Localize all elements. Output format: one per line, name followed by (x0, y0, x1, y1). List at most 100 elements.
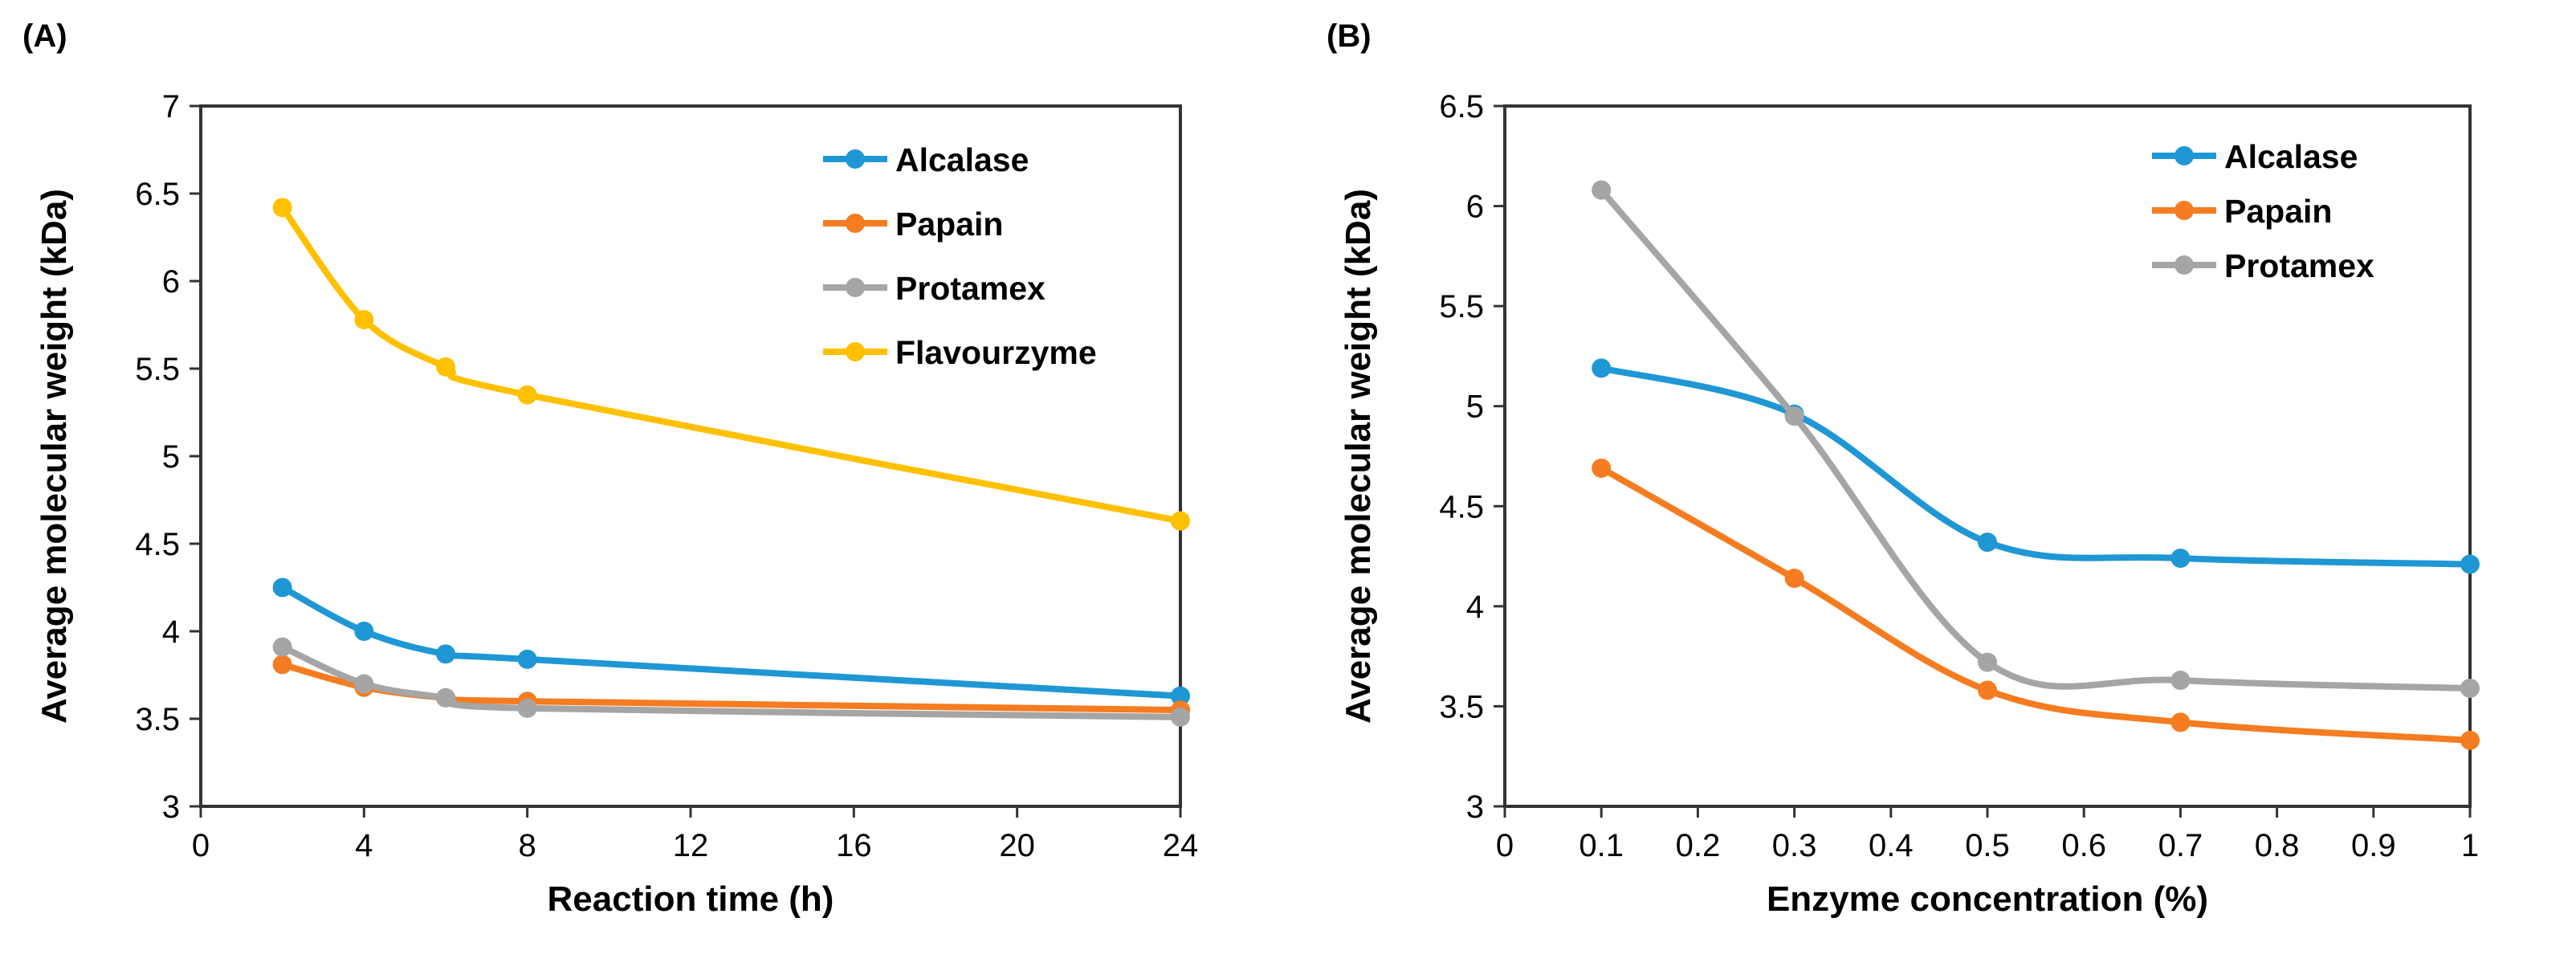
panel-label: (B) (1327, 18, 1372, 54)
legend-swatch-marker (846, 278, 865, 297)
y-tick-label: 3.5 (1439, 689, 1484, 724)
data-point (1171, 511, 1190, 531)
y-tick-label: 6 (162, 264, 180, 300)
data-point (2170, 712, 2191, 732)
legend-label: Papain (2224, 193, 2332, 230)
data-point (1171, 686, 1190, 706)
legend-swatch-marker (846, 149, 865, 169)
series-line (1598, 365, 2473, 568)
chart-b: (B) 3 3.5 4 4.5 5 5.5 6 6.5 0 0.1 0.2 0.3 0.4 0.5 0.6 0.… (1327, 18, 2480, 919)
legend-label: Protamex (895, 270, 1045, 307)
y-tick-label: 5.5 (135, 352, 180, 387)
x-tick-label: 0.9 (2351, 828, 2396, 863)
y-tick-label: 3.5 (135, 702, 180, 737)
x-tick-label: 8 (519, 828, 536, 863)
x-tick-label: 0 (192, 828, 210, 863)
y-tick-label: 6.5 (1439, 89, 1484, 124)
data-point (354, 622, 374, 641)
series-line (279, 584, 1184, 700)
x-tick-label: 0.5 (1965, 828, 2010, 863)
data-point (517, 698, 537, 718)
data-point (1978, 652, 1997, 672)
y-tick-label: 5.5 (1439, 289, 1484, 324)
legend-label: Alcalase (895, 141, 1029, 178)
data-point (2170, 671, 2191, 691)
y-tick-label: 5 (162, 439, 180, 475)
data-point (272, 637, 292, 657)
series-protamex (1592, 180, 2480, 699)
data-point (436, 644, 455, 664)
data-point (517, 385, 537, 405)
data-point (2170, 549, 2191, 569)
series-flavourzyme (272, 198, 1190, 531)
data-point (1784, 406, 1804, 426)
x-axis-title: Enzyme concentration (%) (1767, 879, 2208, 919)
data-point (2460, 554, 2480, 574)
data-point (272, 198, 292, 218)
panel-label: (A) (22, 18, 67, 54)
data-point (354, 674, 374, 694)
y-tick-label: 4.5 (1439, 489, 1484, 524)
legend-item: Alcalase (823, 141, 1029, 178)
y-tick-label: 6.5 (135, 177, 180, 212)
data-point (354, 309, 374, 329)
y-tick-label: 4 (1466, 589, 1484, 625)
series-line (279, 204, 1184, 524)
legend-label: Papain (895, 206, 1003, 243)
legend-item: Alcalase (2152, 138, 2358, 175)
legend-swatch-marker (2175, 201, 2194, 220)
y-tick-label: 6 (1466, 190, 1484, 225)
legend-item: Papain (823, 206, 1003, 243)
y-axis-title: Average molecular weight (kDa) (1339, 189, 1378, 724)
x-tick-label: 16 (836, 828, 872, 863)
chart-a: (A) 3 3.5 4 4.5 5 5.5 6 6.5 7 0 4 8 12 16 20 24 Reaction … (22, 18, 1198, 919)
data-point (517, 649, 537, 669)
data-point (272, 577, 292, 598)
x-tick-label: 0.8 (2255, 828, 2300, 863)
legend-swatch-marker (2175, 255, 2194, 275)
legend-item: Protamex (823, 270, 1045, 307)
data-point (2460, 730, 2480, 750)
legend-item: Flavourzyme (823, 334, 1097, 371)
legend-swatch-marker (2175, 146, 2194, 165)
x-tick-label: 24 (1163, 828, 1199, 863)
legend-label: Flavourzyme (895, 334, 1097, 371)
data-point (1978, 680, 1997, 700)
data-point (436, 357, 455, 377)
series-line (1598, 186, 2473, 692)
x-tick-label: 0.2 (1676, 828, 1721, 863)
y-axis-title: Average molecular weight (kDa) (35, 189, 74, 724)
x-tick-label: 20 (999, 828, 1035, 863)
x-tick-label: 0.7 (2158, 828, 2203, 863)
x-tick-label: 4 (355, 828, 373, 863)
data-point (1592, 358, 1612, 378)
legend-item: Protamex (2152, 247, 2374, 284)
x-axis-title: Reaction time (h) (548, 879, 834, 919)
x-tick-label: 0 (1496, 828, 1514, 863)
y-tick-label: 5 (1466, 390, 1484, 425)
legend-item: Papain (2152, 193, 2332, 230)
legend-label: Alcalase (2224, 138, 2358, 175)
series-alcalase (1592, 358, 2480, 574)
x-tick-label: 1 (2461, 828, 2479, 863)
x-tick-label: 12 (673, 828, 709, 863)
x-tick-label: 0.4 (1869, 828, 1914, 863)
y-tick-label: 7 (162, 89, 180, 124)
data-point (1592, 180, 1612, 200)
data-point (1978, 532, 1997, 553)
data-point (2460, 679, 2480, 699)
y-tick-label: 3 (162, 789, 180, 825)
x-tick-label: 0.3 (1772, 828, 1817, 863)
y-tick-label: 3 (1466, 789, 1484, 825)
y-tick-label: 4 (162, 614, 180, 650)
y-tick-label: 4.5 (135, 527, 180, 562)
data-point (1784, 568, 1804, 588)
data-point (1592, 458, 1612, 478)
x-tick-label: 0.6 (2061, 828, 2106, 863)
x-tick-label: 0.1 (1579, 828, 1624, 863)
series-papain (1592, 458, 2480, 750)
data-point (436, 687, 455, 708)
series-protamex (272, 637, 1190, 727)
legend-swatch-marker (846, 214, 865, 233)
